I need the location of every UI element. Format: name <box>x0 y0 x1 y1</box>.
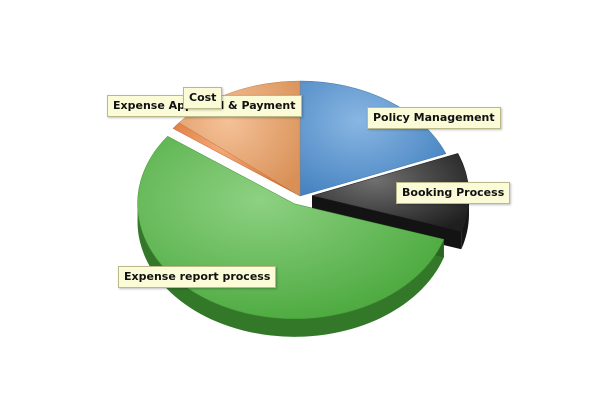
slice-side-booking-process <box>461 195 469 250</box>
slice-side-expense-report-process <box>137 203 444 337</box>
label-policy-management: Policy Management <box>367 107 501 129</box>
label-expense-report-process: Expense report process <box>118 266 277 288</box>
label-booking-process: Booking Process <box>396 182 511 204</box>
label-cost: Cost <box>183 87 223 109</box>
slice-policy-management[interactable] <box>299 80 447 197</box>
